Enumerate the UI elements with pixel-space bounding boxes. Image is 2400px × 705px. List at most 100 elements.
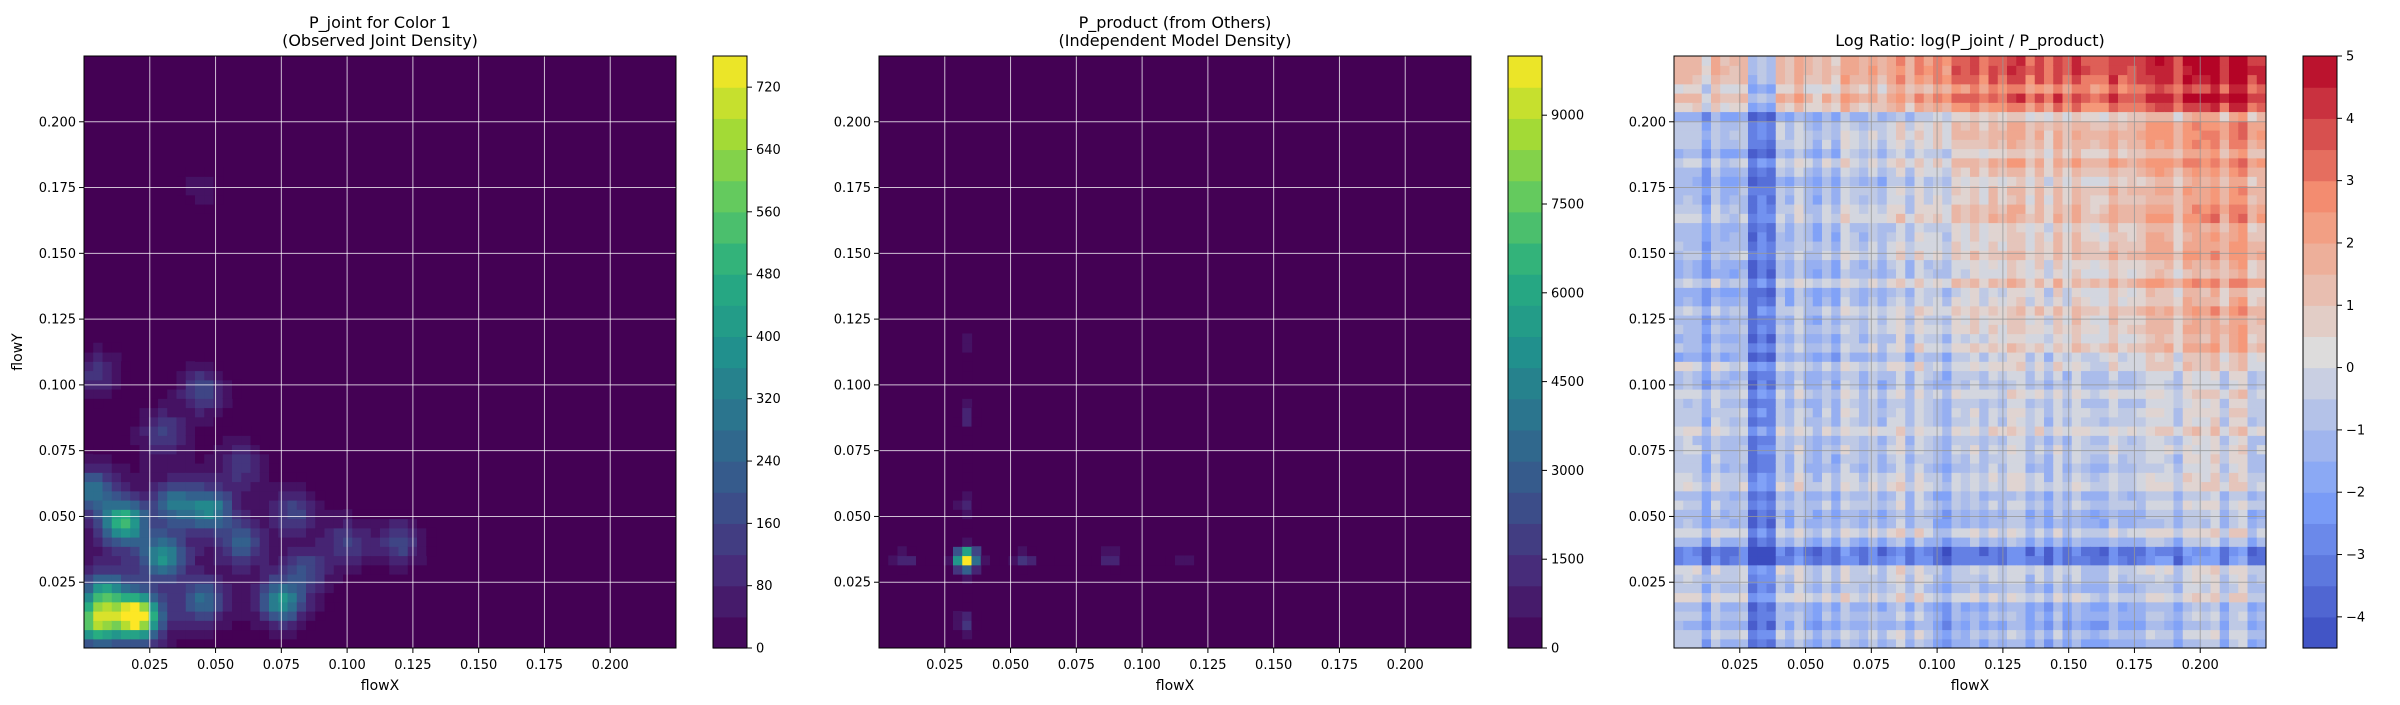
heatmap-cell	[1757, 602, 1767, 612]
heatmap-cell	[1147, 556, 1157, 566]
heatmap-cell	[417, 528, 427, 538]
heatmap-cell	[2238, 593, 2248, 603]
heatmap-cell	[2201, 75, 2211, 85]
heatmap-cell	[2238, 417, 2248, 427]
chart-title-line: (Observed Joint Density)	[282, 31, 478, 50]
heatmap-cell	[195, 426, 205, 436]
heatmap-cell	[2146, 149, 2156, 159]
heatmap-cell	[1776, 167, 1786, 177]
heatmap-cell	[1841, 232, 1851, 242]
heatmap-cell	[278, 500, 288, 510]
heatmap-cell	[1841, 56, 1851, 66]
heatmap-cell	[278, 583, 288, 593]
heatmap-cell	[2007, 213, 2017, 223]
heatmap-cell	[2044, 241, 2054, 251]
heatmap-cell	[2072, 260, 2082, 270]
heatmap-cell	[315, 546, 325, 556]
heatmap-cell	[2109, 158, 2119, 168]
heatmap-cell	[2146, 546, 2156, 556]
heatmap-cell	[2109, 287, 2119, 297]
heatmap-cell	[1933, 204, 1943, 214]
heatmap-cell	[1952, 112, 1962, 122]
heatmap-cell	[1887, 93, 1897, 103]
heatmap-cell	[1868, 482, 1878, 492]
heatmap-cell	[2229, 482, 2239, 492]
heatmap-cell	[2053, 343, 2063, 353]
heatmap-cell	[2063, 583, 2073, 593]
heatmap-cell	[1878, 130, 1888, 140]
heatmap-cell	[2016, 213, 2026, 223]
heatmap-cell	[1702, 408, 1712, 418]
colorbar-band	[713, 56, 747, 88]
heatmap-cell	[1970, 472, 1980, 482]
heatmap-cell	[2007, 186, 2017, 196]
heatmap-cell	[1896, 500, 1906, 510]
heatmap-cell	[1942, 186, 1952, 196]
heatmap-cell	[1767, 269, 1777, 279]
heatmap-cell	[2118, 537, 2128, 547]
heatmap-cell	[1896, 195, 1906, 205]
heatmap-cell	[2026, 398, 2036, 408]
heatmap-cell	[1804, 408, 1814, 418]
heatmap-cell	[1693, 278, 1703, 288]
heatmap-cell	[325, 546, 335, 556]
heatmap-cell	[2035, 278, 2045, 288]
heatmap-cell	[204, 509, 214, 519]
heatmap-cell	[1896, 565, 1906, 575]
heatmap-cell	[2035, 343, 2045, 353]
heatmap-cell	[121, 371, 131, 381]
heatmap-cell	[167, 463, 177, 473]
heatmap-cell	[1970, 65, 1980, 75]
heatmap-cell	[1970, 556, 1980, 566]
heatmap-cell	[1961, 482, 1971, 492]
heatmap-cell	[2063, 611, 2073, 621]
heatmap-cell	[2053, 232, 2063, 242]
heatmap-cell	[2081, 454, 2091, 464]
heatmap-cell	[1720, 167, 1730, 177]
heatmap-cell	[334, 509, 344, 519]
heatmap-cell	[1813, 491, 1823, 501]
heatmap-cell	[1831, 195, 1841, 205]
heatmap-cell	[399, 565, 409, 575]
colorbar-tick-label: 1500	[1551, 553, 1584, 568]
heatmap-cell	[2220, 398, 2230, 408]
heatmap-cell	[1748, 445, 1758, 455]
heatmap-cell	[2127, 315, 2137, 325]
heatmap-cell	[2063, 435, 2073, 445]
heatmap-cell	[2100, 491, 2110, 501]
heatmap-cell	[2016, 463, 2026, 473]
heatmap-cell	[1989, 176, 1999, 186]
heatmap-cell	[2035, 426, 2045, 436]
heatmap-cell	[1989, 149, 1999, 159]
heatmap-cell	[1896, 426, 1906, 436]
heatmap-cell	[1794, 565, 1804, 575]
heatmap-cell	[2201, 223, 2211, 233]
heatmap-cell	[84, 491, 94, 501]
heatmap-cell	[1813, 176, 1823, 186]
heatmap-cell	[2035, 602, 2045, 612]
heatmap-cell	[2090, 84, 2100, 94]
heatmap-cell	[1702, 84, 1712, 94]
heatmap-cell	[1850, 519, 1860, 529]
heatmap-cell	[260, 583, 270, 593]
heatmap-cell	[1878, 149, 1888, 159]
heatmap-cell	[223, 611, 233, 621]
heatmap-cell	[177, 528, 187, 538]
heatmap-cell	[1970, 583, 1980, 593]
heatmap-cell	[2146, 556, 2156, 566]
heatmap-cell	[1693, 602, 1703, 612]
heatmap-cell	[2155, 223, 2165, 233]
heatmap-cell	[278, 491, 288, 501]
heatmap-cell	[1868, 297, 1878, 307]
heatmap-cell	[223, 519, 233, 529]
heatmap-cell	[1785, 491, 1795, 501]
heatmap-cell	[2072, 491, 2082, 501]
heatmap-cell	[2164, 176, 2174, 186]
heatmap-cell	[2127, 463, 2137, 473]
heatmap-cell	[334, 593, 344, 603]
heatmap-cell	[2044, 519, 2054, 529]
heatmap-cell	[1813, 250, 1823, 260]
heatmap-cell	[2044, 287, 2054, 297]
heatmap-cell	[325, 519, 335, 529]
heatmap-cell	[2183, 241, 2193, 251]
